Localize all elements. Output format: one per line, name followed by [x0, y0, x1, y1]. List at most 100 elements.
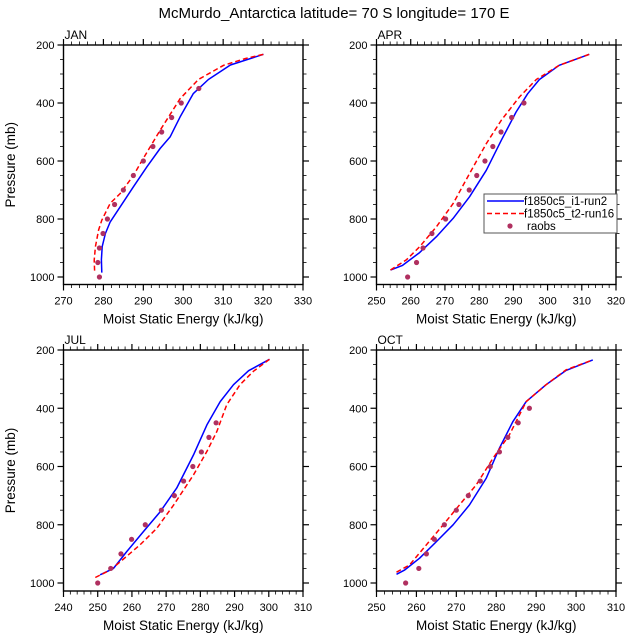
raobs-point	[496, 449, 503, 455]
y-tick-label: 1000	[30, 272, 54, 284]
series-line-t2-run16	[396, 359, 594, 573]
raobs-point	[477, 478, 483, 484]
raobs-point	[95, 580, 101, 586]
panel-label: OCT	[378, 333, 404, 347]
y-tick-label: 400	[36, 403, 54, 415]
panels: JAN 270 280 290 300 310 320 330 200 400 600 800 1000…	[3, 28, 625, 633]
raobs-point	[403, 580, 409, 586]
y-tick-label: 1000	[343, 272, 367, 284]
x-tick-label: 290	[134, 296, 152, 308]
raobs-point	[423, 551, 429, 557]
raobs-point	[108, 565, 114, 572]
y-tick-label: 400	[349, 98, 367, 110]
panel-jan: JAN 270 280 290 300 310 320 330 200 400 600 800 1000…	[3, 28, 312, 327]
raobs-point	[456, 201, 462, 208]
raobs-point	[453, 507, 459, 513]
raobs-point	[198, 449, 204, 455]
raobs-point	[474, 172, 480, 179]
raobs-point	[118, 551, 124, 557]
raobs-point	[128, 536, 135, 542]
legend-label: f1850c5_i1-run2	[524, 196, 607, 208]
y-tick-label: 800	[36, 520, 54, 532]
raobs-point	[150, 143, 156, 150]
x-tick-label: 300	[567, 602, 585, 614]
x-tick-label: 300	[538, 296, 556, 308]
x-tick-label: 290	[225, 602, 243, 614]
x-tick-label: 330	[294, 296, 312, 308]
x-tick-label: 260	[407, 602, 425, 614]
raobs-point	[405, 274, 411, 280]
y-tick-label: 600	[349, 156, 367, 168]
raobs-point	[498, 129, 504, 135]
raobs-point	[158, 507, 164, 513]
raobs-point	[515, 420, 521, 426]
figure-title: McMurdo_Antarctica latitude= 70 S longit…	[158, 5, 509, 22]
raobs-point	[466, 187, 472, 193]
y-tick-label: 200	[36, 40, 54, 52]
x-axis-label: Moist Static Energy (kJ/kg)	[103, 312, 264, 327]
x-tick-label: 250	[367, 296, 385, 308]
x-tick-label: 280	[470, 296, 488, 308]
raobs-point	[96, 245, 103, 251]
y-tick-label: 600	[349, 462, 367, 474]
plot-frame	[375, 44, 617, 286]
raobs-point	[96, 274, 103, 280]
y-tick-label: 400	[36, 98, 54, 110]
plot-frame	[62, 349, 304, 592]
panel-label: APR	[378, 28, 403, 42]
x-tick-label: 300	[174, 296, 192, 308]
raobs-point	[509, 114, 515, 121]
panel-oct: OCT 250 260 270 280 290 300 310 200 400 600 800 1000…	[343, 333, 625, 633]
x-tick-label: 270	[436, 296, 454, 308]
x-tick-label: 320	[607, 296, 625, 308]
y-tick-label: 600	[36, 156, 54, 168]
series-line-t2-run16	[94, 358, 270, 579]
series-line-t2-run16	[390, 53, 590, 271]
y-axis-label: Pressure (mb)	[3, 122, 18, 208]
y-tick-label: 200	[36, 345, 54, 357]
raobs-point	[521, 100, 527, 106]
raobs-point	[180, 478, 187, 484]
series-line-i1-run2	[390, 53, 590, 271]
x-tick-label: 240	[54, 602, 72, 614]
raobs-point	[431, 536, 437, 542]
raobs-point	[130, 172, 136, 179]
y-tick-label: 1000	[30, 578, 54, 590]
raobs-point	[505, 434, 511, 440]
panel-label: JUL	[65, 333, 87, 347]
panel-label: JAN	[65, 28, 88, 42]
raobs-point	[196, 85, 202, 92]
x-tick-label: 310	[573, 296, 591, 308]
x-tick-label: 290	[504, 296, 522, 308]
raobs-point	[526, 405, 532, 411]
x-tick-label: 270	[157, 602, 175, 614]
x-axis-label: Moist Static Energy (kJ/kg)	[103, 618, 264, 633]
y-tick-label: 200	[349, 40, 367, 52]
raobs-point	[142, 522, 148, 528]
raobs-point	[95, 259, 101, 266]
legend-dot-icon	[507, 223, 513, 229]
x-tick-label: 310	[607, 602, 625, 614]
raobs-point	[416, 565, 422, 572]
raobs-point	[111, 201, 118, 208]
raobs-point	[213, 420, 219, 426]
x-tick-label: 270	[54, 296, 72, 308]
raobs-point	[429, 230, 435, 237]
raobs-point	[169, 114, 175, 121]
y-tick-label: 600	[36, 462, 54, 474]
raobs-point	[104, 216, 111, 222]
x-tick-label: 260	[402, 296, 420, 308]
x-tick-label: 280	[191, 602, 209, 614]
x-tick-label: 310	[214, 296, 232, 308]
series-line-i1-run2	[99, 358, 270, 576]
raobs-point	[413, 259, 420, 266]
panel-jul: JUL 240 250 260 270 280 290 300 310 200 400 600 800 1…	[3, 333, 312, 633]
raobs-point	[420, 245, 426, 251]
x-tick-label: 280	[487, 602, 505, 614]
y-tick-label: 400	[349, 403, 367, 415]
raobs-point	[120, 187, 126, 193]
x-tick-label: 300	[260, 602, 278, 614]
raobs-point	[100, 230, 106, 237]
raobs-point	[482, 158, 488, 164]
x-tick-label: 260	[123, 602, 141, 614]
